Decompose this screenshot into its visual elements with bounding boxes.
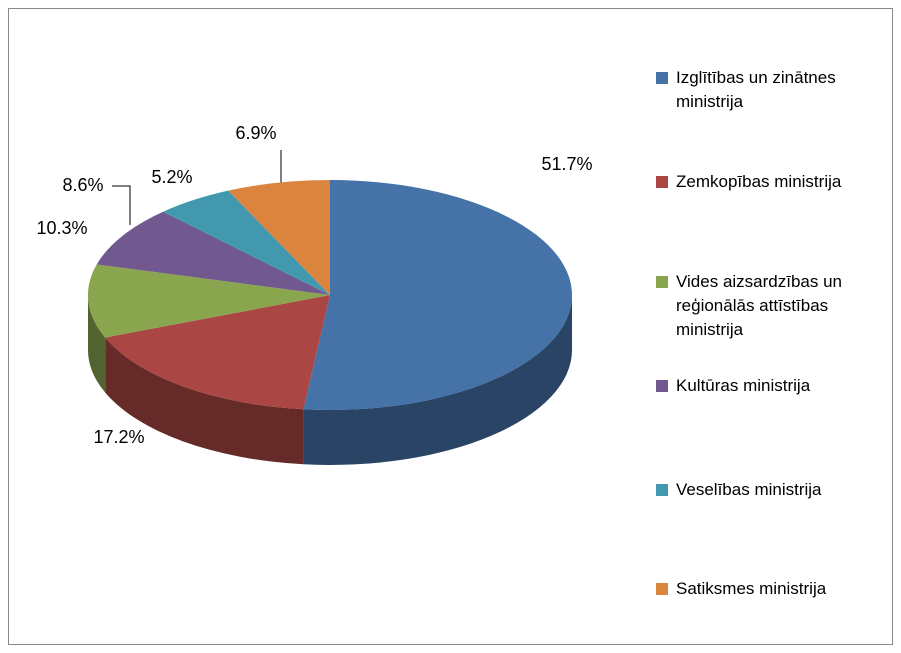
legend-item: Zemkopības ministrija	[656, 170, 876, 194]
pie-side	[105, 337, 304, 465]
pie-slice	[228, 180, 330, 295]
data-label: 5.2%	[151, 167, 192, 187]
legend-label: Vides aizsardzības un reģionālās attīstī…	[676, 272, 843, 339]
legend-item: Izglītības un zinātnes ministrija	[656, 66, 876, 114]
leader-line	[112, 185, 131, 225]
legend-item: Satiksmes ministrija	[656, 577, 876, 601]
legend-label: Satiksmes ministrija	[676, 579, 827, 598]
pie-slice	[105, 295, 330, 410]
legend-swatch	[656, 72, 668, 84]
data-label: 17.2%	[93, 427, 144, 447]
data-label: 51.7%	[541, 154, 592, 174]
pie-slice	[303, 180, 573, 411]
legend-label: Veselības ministrija	[676, 480, 822, 499]
legend-label: Kultūras ministrija	[676, 376, 811, 395]
pie-slice	[163, 190, 330, 295]
legend-swatch	[656, 380, 668, 392]
data-label: 6.9%	[235, 123, 276, 143]
legend-item: Vides aizsardzības un reģionālās attīstī…	[656, 270, 876, 342]
pie-slice	[87, 264, 331, 338]
pie-side	[88, 295, 106, 393]
data-label: 8.6%	[62, 175, 103, 195]
legend-swatch	[656, 276, 668, 288]
pie-side	[303, 295, 572, 465]
legend-item: Kultūras ministrija	[656, 374, 876, 398]
legend-swatch	[656, 583, 668, 595]
pie-slice	[96, 211, 330, 295]
legend-item: Veselības ministrija	[656, 478, 876, 502]
legend-label: Zemkopības ministrija	[676, 172, 842, 191]
legend-label: Izglītības un zinātnes ministrija	[676, 68, 836, 111]
data-label: 10.3%	[36, 218, 87, 238]
legend-swatch	[656, 484, 668, 496]
legend-swatch	[656, 176, 668, 188]
